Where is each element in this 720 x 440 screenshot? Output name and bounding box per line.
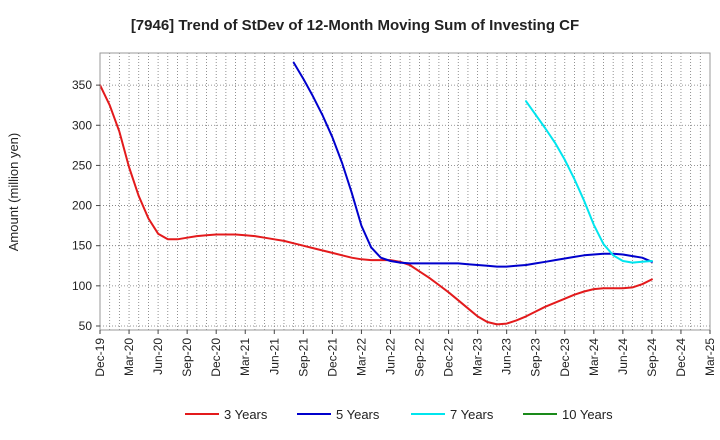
- y-tick-label: 300: [72, 118, 92, 132]
- legend-label-3: 7 Years: [450, 407, 494, 422]
- x-tick-label: Sep-23: [529, 338, 543, 377]
- x-tick-label: Mar-21: [238, 338, 252, 376]
- x-tick-label: Jun-20: [151, 338, 165, 375]
- x-tick-label: Dec-19: [93, 338, 107, 377]
- x-tick-label: Sep-24: [645, 338, 659, 377]
- x-tick-label: Sep-21: [296, 338, 310, 377]
- x-tick-label: Jun-23: [500, 338, 514, 375]
- legend-label-2: 5 Years: [336, 407, 380, 422]
- x-tick-label: Jun-21: [267, 338, 281, 375]
- x-tick-label: Sep-20: [180, 338, 194, 377]
- y-tick-label: 50: [79, 319, 93, 333]
- y-tick-label: 200: [72, 199, 92, 213]
- x-tick-label: Dec-22: [442, 338, 456, 377]
- series-line-3: [525, 100, 653, 264]
- series-line-1: [99, 84, 653, 326]
- y-tick-label: 100: [72, 279, 92, 293]
- y-tick-label: 350: [72, 78, 92, 92]
- x-tick-label: Sep-22: [413, 338, 427, 377]
- grid: [100, 53, 710, 330]
- x-tick-label: Mar-24: [587, 338, 601, 376]
- x-tick-label: Mar-22: [354, 338, 368, 376]
- y-tick-label: 250: [72, 158, 92, 172]
- x-axis: Dec-19 Mar-20 Jun-20 Sep-20 Dec-20 Mar-21 Jun-…: [93, 330, 717, 377]
- x-tick-label: Mar-25: [703, 338, 717, 376]
- series-line-2: [292, 61, 653, 268]
- y-axis: 50 100 150 200 250 300 350: [72, 78, 100, 333]
- x-tick-label: Dec-21: [325, 338, 339, 377]
- legend: 3 Years 5 Years 7 Years 10 Years: [185, 407, 613, 422]
- y-tick-label: 150: [72, 239, 92, 253]
- x-tick-label: Mar-20: [122, 338, 136, 376]
- plot-frame: [99, 52, 711, 331]
- plot-area: [99, 61, 653, 326]
- x-tick-label: Dec-20: [209, 338, 223, 377]
- x-tick-label: Mar-23: [471, 338, 485, 376]
- x-tick-label: Jun-22: [383, 338, 397, 375]
- x-tick-label: Jun-24: [616, 338, 630, 375]
- y-axis-label: Amount (million yen): [6, 133, 21, 252]
- x-tick-label: Dec-24: [674, 338, 688, 377]
- x-tick-label: Dec-23: [558, 338, 572, 377]
- chart-title: [7946] Trend of StDev of 12-Month Moving…: [131, 17, 579, 34]
- legend-label-1: 3 Years: [224, 407, 268, 422]
- legend-label-4: 10 Years: [562, 407, 613, 422]
